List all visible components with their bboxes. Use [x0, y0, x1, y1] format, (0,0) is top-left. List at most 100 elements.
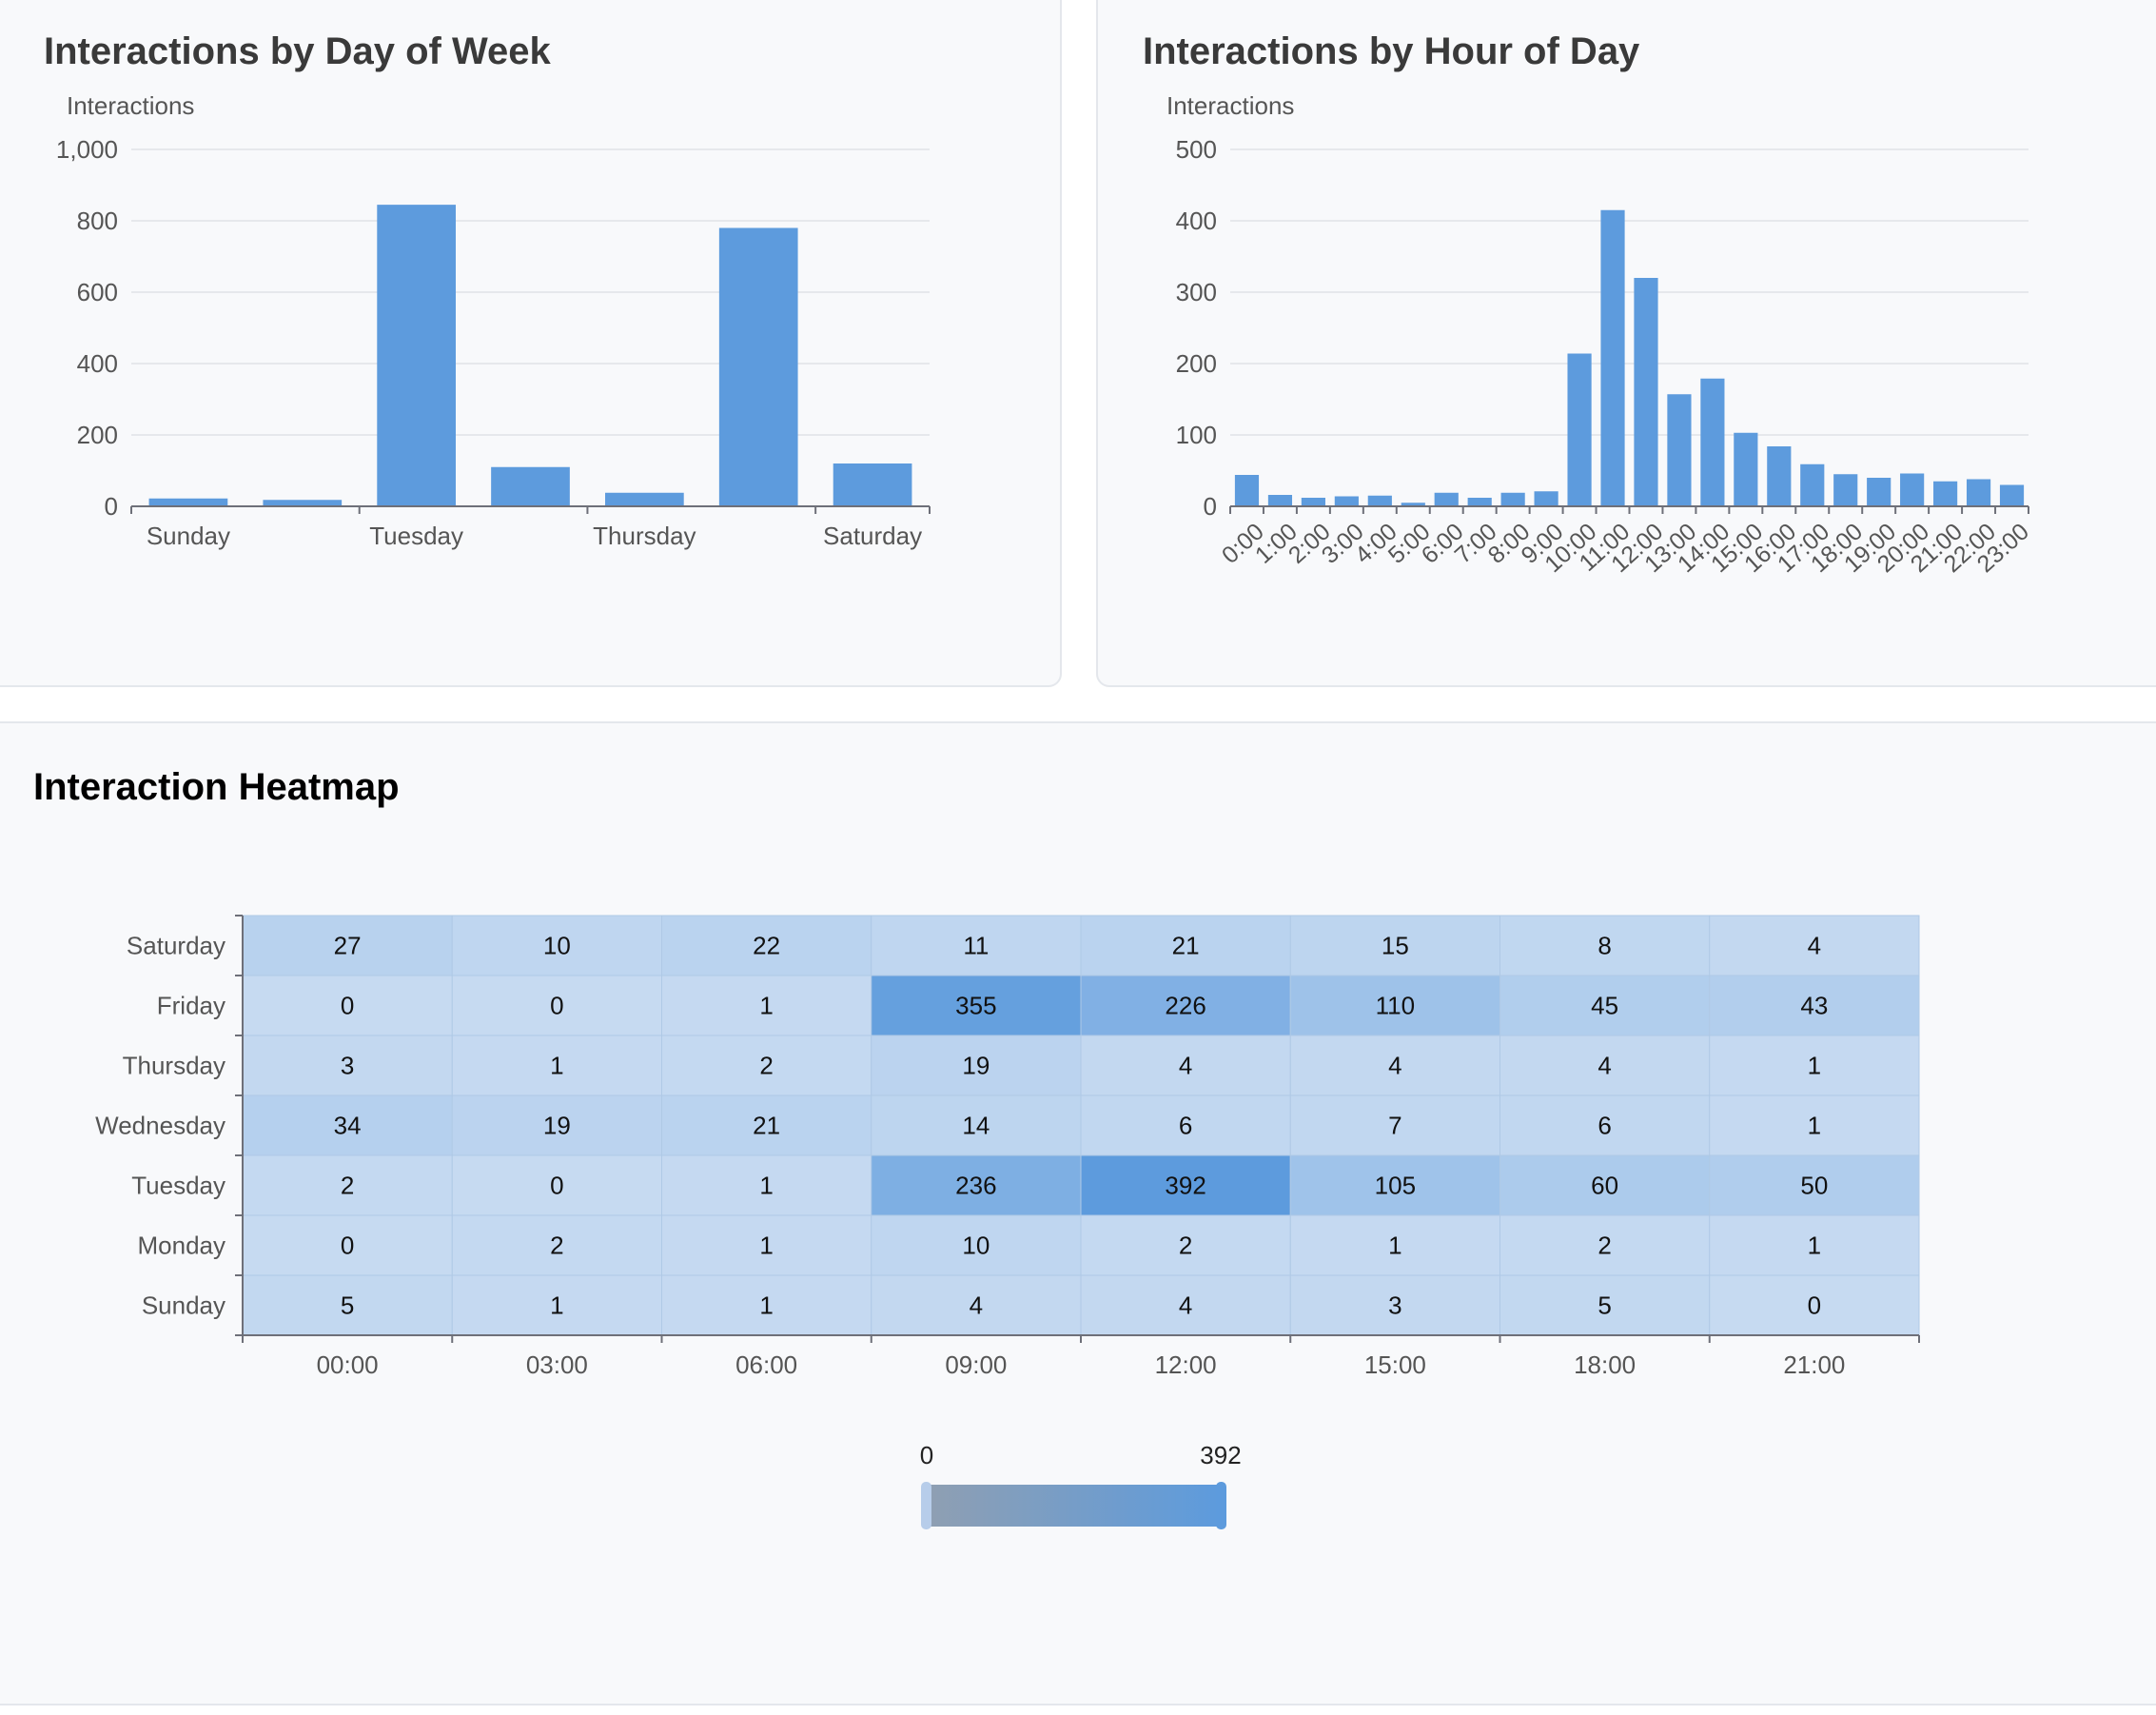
heatmap-cell-wednesday-7	[1709, 1094, 1920, 1156]
hour-chart-title: Interactions by Hour of Day	[1143, 30, 1640, 72]
heatmap-cell-value: 4	[1597, 1052, 1611, 1080]
heatmap-cell-value: 4	[970, 1291, 983, 1320]
visual-map-min-label: 0	[920, 1441, 933, 1469]
hour-chart-bar-7-00	[1467, 498, 1492, 506]
visual-map-bar	[927, 1485, 1220, 1527]
heatmap-x-label: 18:00	[1574, 1350, 1636, 1379]
heatmap-cell-value: 2	[1597, 1232, 1611, 1260]
heatmap-cell-value: 0	[550, 1172, 563, 1200]
hour-chart-bar-15-00	[1734, 432, 1758, 506]
heatmap-cell-value: 5	[1597, 1291, 1611, 1320]
heatmap-cell-value: 43	[1800, 992, 1828, 1020]
heatmap-cell-value: 19	[962, 1052, 990, 1080]
heatmap-cell-thursday-1	[451, 1035, 662, 1096]
hour-chart-bar-12-00	[1634, 278, 1658, 506]
day-chart-y-tick-label: 600	[77, 278, 118, 306]
hour-chart-y-tick-label: 200	[1176, 349, 1217, 378]
day-chart-y-tick-label: 800	[77, 207, 118, 235]
hour-chart-bar-8-00	[1500, 492, 1525, 506]
heatmap-cell-monday-3	[871, 1214, 1082, 1276]
heatmap-cell-friday-1	[451, 975, 662, 1036]
heatmap-cell-value: 0	[341, 992, 354, 1020]
heatmap-cell-value: 105	[1375, 1172, 1416, 1200]
heatmap-cell-saturday-3	[871, 915, 1082, 976]
heatmap-y-label: Saturday	[127, 932, 225, 960]
heatmap-cell-monday-1	[451, 1214, 662, 1276]
heatmap-cell-monday-4	[1080, 1214, 1291, 1276]
heatmap-x-label: 12:00	[1155, 1350, 1217, 1379]
day-chart-y-tick-label: 0	[105, 492, 118, 521]
heatmap-cell-monday-0	[242, 1214, 453, 1276]
heatmap-cell-value: 1	[1808, 1232, 1821, 1260]
heatmap-cell-value: 14	[962, 1112, 990, 1140]
heatmap-cell-friday-2	[661, 975, 872, 1036]
hour-chart-bar-6-00	[1434, 492, 1459, 506]
heatmap-cell-value: 0	[1808, 1291, 1821, 1320]
heatmap-cell-value: 226	[1165, 992, 1205, 1020]
heatmap-cell-wednesday-0	[242, 1094, 453, 1156]
heatmap-cell-value: 45	[1591, 992, 1618, 1020]
heatmap-cell-tuesday-2	[661, 1154, 872, 1216]
heatmap-cell-sunday-4	[1080, 1274, 1291, 1336]
heatmap-cell-sunday-5	[1289, 1274, 1500, 1336]
day-of-week-card: Interactions by Day of Week	[0, 0, 1062, 687]
heatmap-cell-value: 15	[1382, 932, 1409, 960]
heatmap-cell-value: 1	[550, 1052, 563, 1080]
heatmap-y-label: Sunday	[142, 1291, 225, 1320]
day-chart-bar-monday	[263, 500, 343, 506]
heatmap-cell-thursday-7	[1709, 1035, 1920, 1096]
heatmap-cell-wednesday-1	[451, 1094, 662, 1156]
heatmap-cell-monday-2	[661, 1214, 872, 1276]
heatmap-cell-value: 4	[1808, 932, 1821, 960]
day-chart-x-tick-label: Tuesday	[369, 522, 463, 550]
day-chart-bar-thursday	[605, 492, 684, 506]
heatmap-cell-value: 21	[1172, 932, 1200, 960]
heatmap-cell-thursday-5	[1289, 1035, 1500, 1096]
heatmap-cell-monday-7	[1709, 1214, 1920, 1276]
heatmap-cell-friday-4	[1080, 975, 1291, 1036]
heatmap-cell-value: 27	[334, 932, 362, 960]
heatmap-cell-tuesday-0	[242, 1154, 453, 1216]
heatmap-cell-value: 60	[1591, 1172, 1618, 1200]
heatmap-cell-wednesday-6	[1499, 1094, 1711, 1156]
hour-chart-bar-19-00	[1867, 478, 1891, 506]
day-chart-y-tick-label: 1,000	[56, 135, 118, 164]
hour-chart-bar-20-00	[1900, 473, 1925, 506]
hour-chart-bar-5-00	[1401, 503, 1425, 506]
hour-chart-bar-13-00	[1667, 394, 1692, 506]
hour-chart-bar-9-00	[1534, 491, 1558, 506]
heatmap-cell-value: 1	[759, 992, 773, 1020]
heatmap-cell-value: 2	[1179, 1232, 1192, 1260]
day-chart-x-tick-label: Saturday	[823, 522, 922, 550]
hour-chart-bar-11-00	[1600, 209, 1625, 506]
heatmap-cell-value: 6	[1597, 1112, 1611, 1140]
heatmap-cell-tuesday-6	[1499, 1154, 1711, 1216]
heatmap-cell-value: 11	[963, 932, 989, 960]
heatmap-cell-sunday-1	[451, 1274, 662, 1336]
hour-chart-y-tick-label: 400	[1176, 207, 1217, 235]
heatmap-cell-sunday-2	[661, 1274, 872, 1336]
hour-chart-bar-10-00	[1567, 353, 1592, 506]
heatmap-cell-value: 4	[1179, 1052, 1192, 1080]
heatmap-cell-monday-6	[1499, 1214, 1711, 1276]
heatmap-cell-wednesday-4	[1080, 1094, 1291, 1156]
day-chart-x-tick-label: Sunday	[147, 522, 230, 550]
heatmap-cell-tuesday-5	[1289, 1154, 1500, 1216]
heatmap-cell-wednesday-3	[871, 1094, 1082, 1156]
hour-chart-bar-4-00	[1367, 495, 1392, 506]
hour-chart-bar-22-00	[1966, 479, 1991, 506]
heatmap-title: Interaction Heatmap	[33, 766, 400, 808]
hour-chart-bar-3-00	[1334, 496, 1359, 506]
heatmap-cell-thursday-6	[1499, 1035, 1711, 1096]
heatmap-cell-value: 0	[550, 992, 563, 1020]
heatmap-cell-value: 2	[550, 1232, 563, 1260]
visual-map-min-handle	[921, 1482, 931, 1529]
heatmap-cell-value: 10	[962, 1232, 990, 1260]
visual-map-max-handle	[1216, 1482, 1226, 1529]
heatmap-cell-sunday-0	[242, 1274, 453, 1336]
heatmap-cell-thursday-0	[242, 1035, 453, 1096]
heatmap-cell-value: 6	[1179, 1112, 1192, 1140]
hour-chart-bar-1-00	[1267, 495, 1293, 506]
